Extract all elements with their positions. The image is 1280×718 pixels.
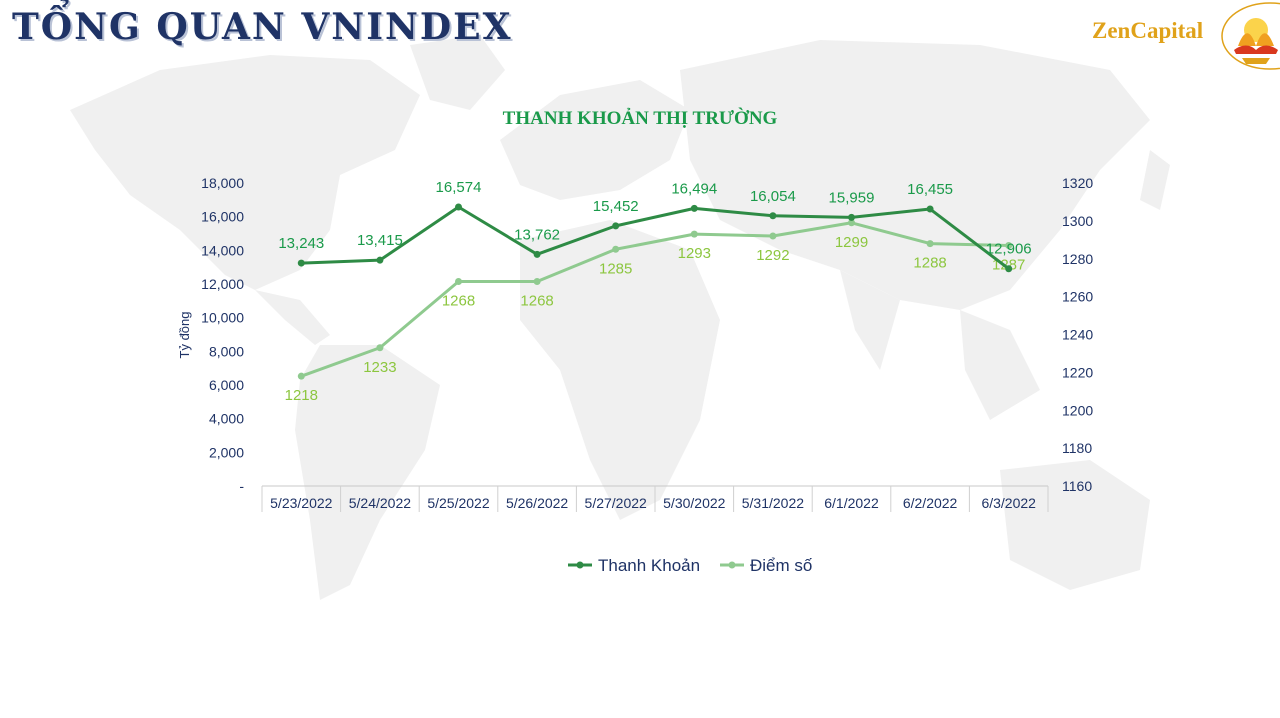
legend-label: Thanh Khoản — [598, 556, 700, 575]
data-label: 16,455 — [907, 181, 953, 198]
data-label: 1285 — [599, 260, 632, 277]
data-label: 12,906 — [986, 241, 1032, 258]
page-title: TỔNG QUAN VNINDEX — [12, 6, 513, 48]
data-label: 1268 — [442, 292, 475, 309]
data-label: 16,494 — [671, 180, 717, 197]
legend-label: Điểm số — [750, 556, 813, 575]
right-tick-label: 1300 — [1062, 213, 1093, 229]
x-tick-label: 5/31/2022 — [742, 495, 804, 511]
left-tick-label: 4,000 — [209, 411, 244, 427]
left-axis-label: Tỷ đồng — [177, 312, 192, 359]
left-axis: - 2,000 4,000 6,000 8,000 10,000 12,000 14,000 1… — [201, 175, 244, 494]
x-tick-label: 6/2/2022 — [903, 495, 958, 511]
legend-marker — [728, 561, 736, 569]
data-label: 15,452 — [593, 198, 639, 215]
data-point — [769, 212, 777, 220]
data-point — [612, 222, 620, 230]
left-tick-label: 2,000 — [209, 444, 244, 460]
data-label: 13,243 — [278, 235, 324, 252]
data-point — [455, 203, 462, 211]
data-point — [848, 213, 855, 221]
data-point — [376, 256, 384, 264]
data-point — [690, 204, 698, 212]
series-line-thanh-khoan — [301, 205, 1010, 270]
legend: Thanh Khoản Điểm số — [568, 556, 813, 575]
brand-name: ZenCapital — [1092, 18, 1204, 43]
brand: ZenCapital — [1040, 0, 1280, 75]
lotus-logo-icon — [1221, 2, 1280, 70]
right-tick-label: 1200 — [1062, 402, 1093, 418]
right-tick-label: 1240 — [1062, 327, 1093, 343]
x-tick-label: 5/25/2022 — [427, 495, 489, 511]
left-tick-label: 8,000 — [209, 343, 244, 359]
right-tick-label: 1180 — [1062, 440, 1092, 456]
data-point — [769, 232, 777, 240]
data-label: 1293 — [678, 245, 711, 262]
left-tick-label: 12,000 — [201, 276, 244, 292]
left-tick-label: 14,000 — [201, 242, 244, 258]
data-label: 13,415 — [357, 232, 403, 249]
x-tick-label: 5/26/2022 — [506, 495, 568, 511]
left-tick-label: 6,000 — [209, 377, 244, 393]
data-point — [297, 372, 305, 380]
x-axis: 5/23/2022 5/24/2022 5/25/2022 5/26/2022 5/27… — [261, 486, 1049, 512]
left-tick-label: - — [239, 478, 244, 494]
x-tick-label: 5/30/2022 — [663, 495, 725, 511]
data-label: 16,054 — [750, 188, 796, 205]
chart-title: THANH KHOẢN THỊ TRƯỜNG — [503, 107, 778, 129]
data-point — [1005, 241, 1013, 249]
right-tick-label: 1280 — [1062, 251, 1093, 267]
data-point — [533, 277, 541, 285]
data-point — [376, 344, 384, 352]
data-label: 15,959 — [829, 189, 875, 206]
right-tick-label: 1220 — [1062, 364, 1093, 380]
legend-marker — [576, 561, 584, 569]
data-point — [297, 259, 305, 267]
data-point — [926, 205, 934, 213]
data-point — [612, 245, 620, 253]
x-tick-label: 5/24/2022 — [349, 495, 411, 511]
data-point — [848, 219, 855, 227]
data-point — [690, 230, 698, 238]
data-point — [533, 250, 541, 258]
left-tick-label: 16,000 — [201, 209, 244, 225]
data-point — [1005, 265, 1013, 273]
right-tick-label: 1260 — [1062, 289, 1093, 305]
right-tick-label: 1160 — [1062, 478, 1092, 494]
data-label: 1292 — [756, 247, 789, 264]
data-label: 16,574 — [436, 179, 482, 196]
data-label: 13,762 — [514, 226, 560, 243]
data-label: 1288 — [913, 255, 946, 272]
x-tick-label: 5/27/2022 — [585, 495, 647, 511]
right-axis: 1160 1180 1200 1220 1240 1260 1280 1300 1320 — [1062, 175, 1093, 494]
data-label: 1268 — [520, 292, 553, 309]
x-tick-label: 6/1/2022 — [824, 495, 879, 511]
data-label: 1299 — [835, 234, 868, 251]
data-label: 1218 — [285, 387, 318, 404]
x-tick-label: 6/3/2022 — [981, 495, 1036, 511]
left-tick-label: 10,000 — [201, 310, 244, 326]
data-label: 1233 — [363, 359, 396, 376]
left-tick-label: 18,000 — [201, 175, 244, 191]
data-point — [455, 277, 462, 285]
right-tick-label: 1320 — [1062, 175, 1093, 191]
series-line-diem-so — [300, 221, 1009, 378]
x-tick-label: 5/23/2022 — [270, 495, 332, 511]
data-point — [926, 240, 934, 248]
